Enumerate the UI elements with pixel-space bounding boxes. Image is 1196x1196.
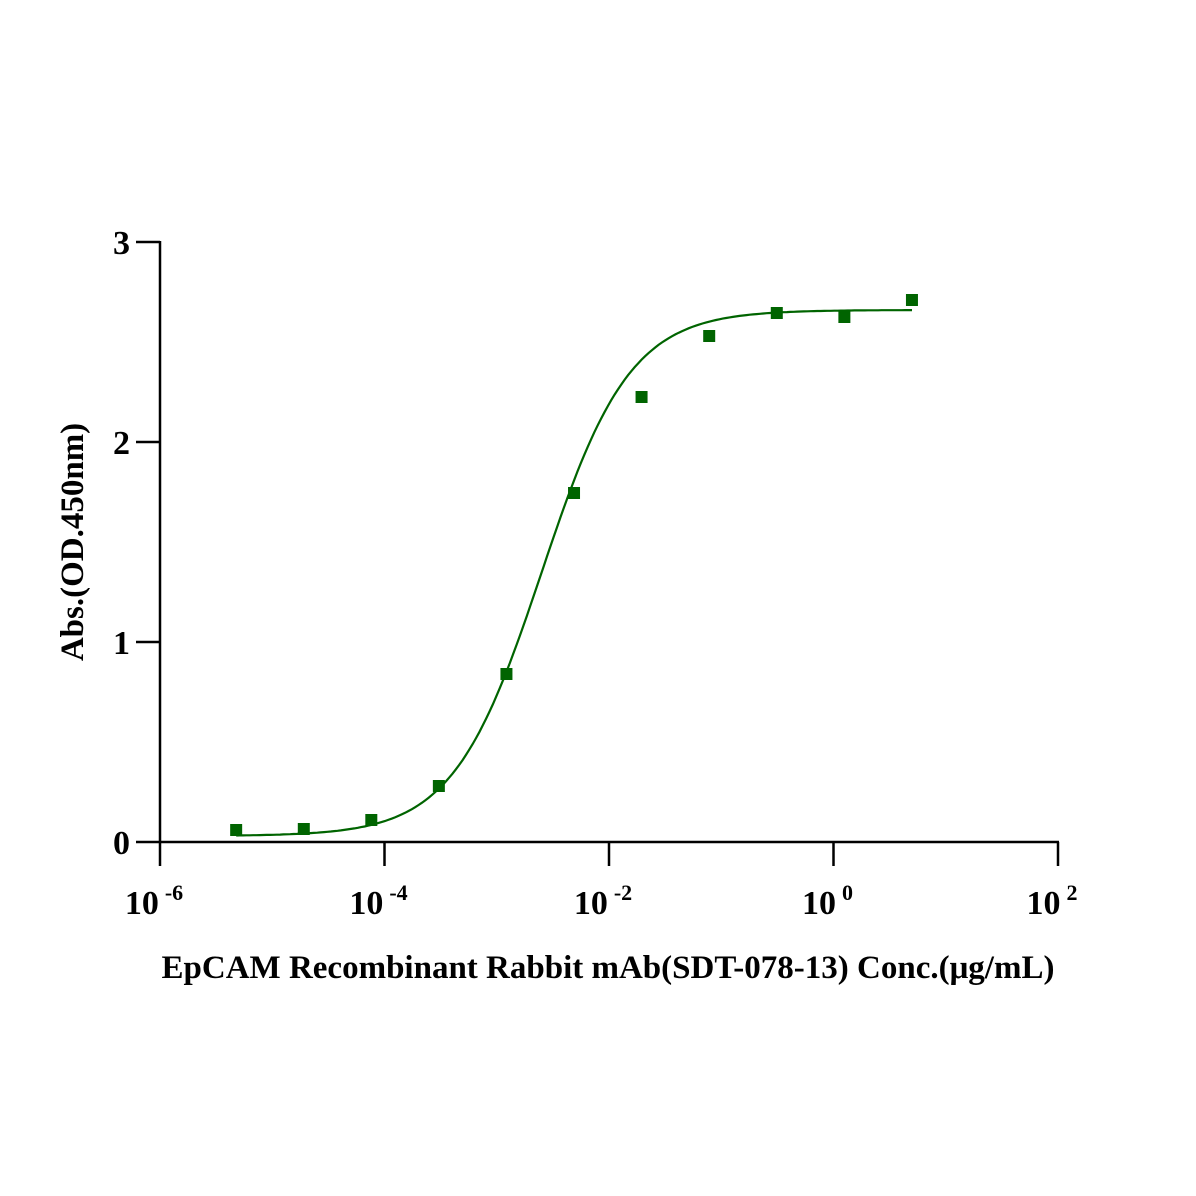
data-point bbox=[838, 311, 851, 323]
x-tick-exponent: 2 bbox=[1067, 880, 1078, 905]
x-tick-label: 10 -4 bbox=[349, 880, 407, 922]
x-tick-exponent: -2 bbox=[614, 880, 632, 905]
fit-curve bbox=[236, 309, 912, 837]
data-point bbox=[905, 294, 918, 306]
data-point bbox=[635, 391, 648, 403]
data-points bbox=[230, 294, 918, 836]
x-tick-base: 10 bbox=[125, 885, 159, 922]
x-tick-label: 10 -2 bbox=[574, 880, 632, 922]
x-tick-exponent: -6 bbox=[165, 880, 183, 905]
y-tick-label: 2 bbox=[113, 425, 130, 462]
x-tick-base: 10 bbox=[574, 885, 608, 922]
y-tick-label: 1 bbox=[113, 625, 130, 662]
y-tick-label: 3 bbox=[113, 225, 130, 262]
x-tick-exponent: 0 bbox=[842, 880, 853, 905]
y-ticks: 0 1 2 3 bbox=[113, 225, 160, 862]
x-ticks: 10 -6 10 -4 10 -2 10 0 10 2 bbox=[125, 842, 1078, 922]
x-tick-base: 10 bbox=[349, 885, 383, 922]
data-point bbox=[770, 307, 783, 319]
data-point bbox=[432, 780, 445, 792]
y-axis-label: Abs.(OD.450nm) bbox=[55, 423, 91, 661]
x-tick-label: 10 0 bbox=[802, 880, 853, 922]
data-point bbox=[568, 487, 581, 499]
y-tick-label: 0 bbox=[113, 825, 130, 862]
x-tick-label: 10 2 bbox=[1027, 880, 1078, 922]
data-point bbox=[297, 823, 310, 835]
x-tick-base: 10 bbox=[802, 885, 836, 922]
x-tick-label: 10 -6 bbox=[125, 880, 183, 922]
data-point bbox=[500, 668, 513, 680]
data-point bbox=[703, 330, 716, 342]
x-axis-label: EpCAM Recombinant Rabbit mAb(SDT-078-13)… bbox=[162, 950, 1055, 986]
x-tick-base: 10 bbox=[1027, 885, 1061, 922]
x-tick-exponent: -4 bbox=[389, 880, 407, 905]
data-point bbox=[365, 814, 378, 826]
axes bbox=[158, 241, 1059, 844]
data-point bbox=[230, 824, 243, 836]
